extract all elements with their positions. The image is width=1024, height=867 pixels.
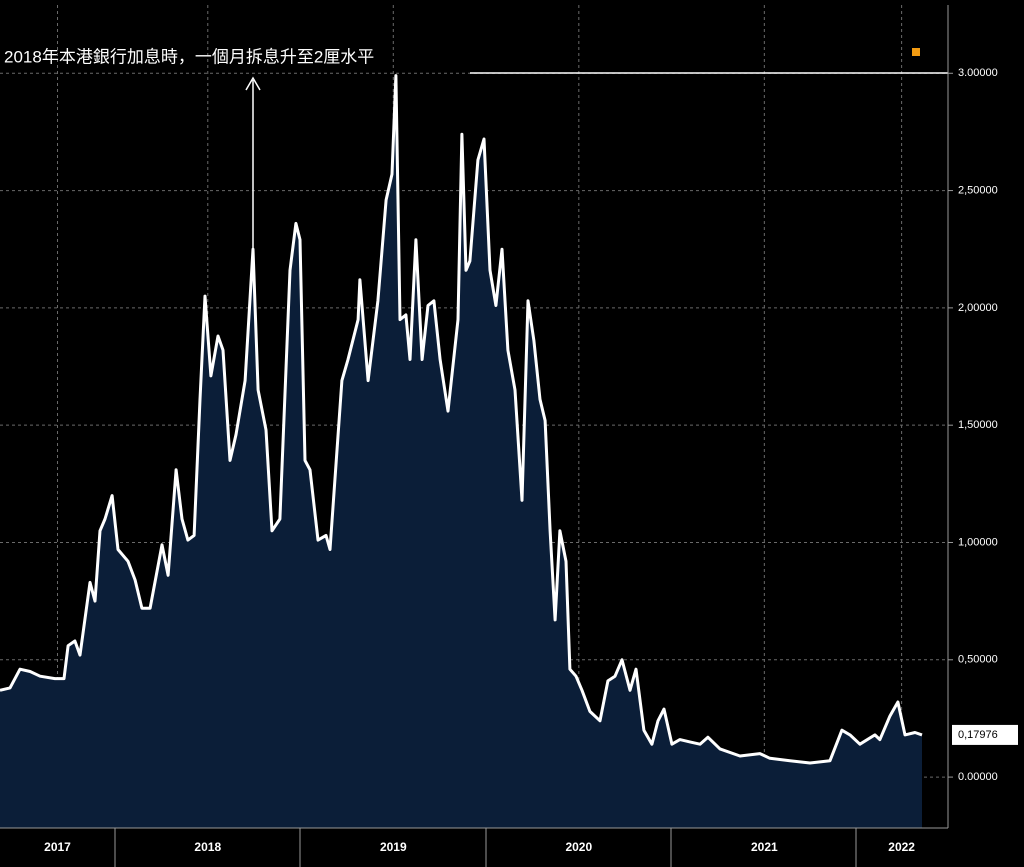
y-tick-label: 0.00000 xyxy=(958,771,998,783)
line xyxy=(0,74,923,765)
y-tick-label: 2,00000 xyxy=(958,302,998,314)
y-tick-label: 2,50000 xyxy=(958,184,998,196)
y-tick-label: 3.00000 xyxy=(958,67,998,79)
x-tick-label: 2017 xyxy=(44,840,71,854)
y-tick-label: 0,50000 xyxy=(958,654,998,666)
y-tick-label: 1,50000 xyxy=(958,419,998,431)
x-tick-label: 2019 xyxy=(380,840,407,854)
marks xyxy=(0,74,923,829)
x-tick-label: 2022 xyxy=(888,840,915,854)
year-separators xyxy=(114,828,857,867)
arrow-head xyxy=(245,76,261,91)
x-tick-label: 2018 xyxy=(194,840,221,854)
x-tick-label: 2020 xyxy=(565,840,592,854)
y-tick-label: 1,00000 xyxy=(958,536,998,548)
legend-marker xyxy=(912,48,920,56)
x-tick-label: 2021 xyxy=(751,840,778,854)
last-value-box xyxy=(952,724,1018,745)
last-value-label: 0,17976 xyxy=(958,729,998,741)
area xyxy=(0,75,922,829)
annotation: 2018年本港銀行加息時，一個月拆息升至2厘水平 xyxy=(4,47,374,66)
